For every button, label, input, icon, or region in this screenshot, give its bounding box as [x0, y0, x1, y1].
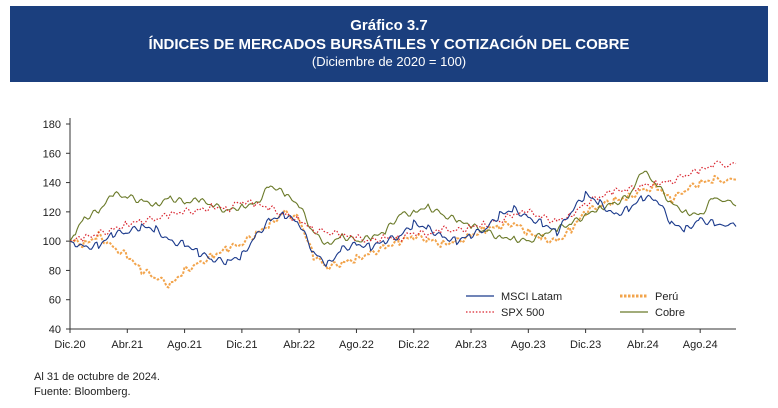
x-tick-label: Dic.22	[398, 339, 429, 351]
x-tick-label: Abr.24	[627, 339, 659, 351]
y-tick-label: 160	[43, 148, 61, 160]
y-tick-label: 100	[43, 236, 61, 248]
series-line-cobre	[69, 170, 737, 245]
x-tick-label: Dic.23	[570, 339, 601, 351]
x-tick-label: Ago.21	[167, 339, 202, 351]
source-note: Fuente: Bloomberg.	[34, 386, 131, 398]
x-tick-label: Abr.23	[455, 339, 487, 351]
x-tick-label: Ago.22	[339, 339, 374, 351]
x-tick-label: Abr.21	[111, 339, 143, 351]
legend-label: Cobre	[655, 307, 685, 319]
y-tick-label: 180	[43, 119, 61, 131]
chart-header: Gráfico 3.7 ÍNDICES DE MERCADOS BURSÁTIL…	[10, 6, 768, 82]
x-tick-label: Abr.22	[283, 339, 315, 351]
x-tick-label: Ago.23	[511, 339, 546, 351]
y-tick-label: 120	[43, 207, 61, 219]
legend-label: Perú	[655, 291, 678, 303]
x-tick-label: Dic.21	[226, 339, 257, 351]
legend-label: SPX 500	[501, 307, 544, 319]
x-tick-label: Dic.20	[54, 339, 85, 351]
legend-label: MSCI Latam	[501, 291, 562, 303]
y-tick-label: 60	[49, 295, 61, 307]
x-tick-label: Ago.24	[683, 339, 718, 351]
chart-subtitle: (Diciembre de 2020 = 100)	[311, 54, 467, 69]
series-line-spx-500	[69, 160, 737, 243]
series-line-msci-latam	[69, 190, 737, 268]
y-tick-label: 80	[49, 265, 61, 277]
y-tick-label: 140	[43, 178, 61, 190]
chart-title: ÍNDICES DE MERCADOS BURSÁTILES Y COTIZAC…	[148, 36, 630, 53]
series-line-per-	[69, 174, 737, 289]
chart-number: Gráfico 3.7	[350, 17, 428, 34]
y-tick-label: 40	[49, 324, 61, 336]
footnote: Al 31 de octubre de 2024.	[34, 371, 160, 383]
